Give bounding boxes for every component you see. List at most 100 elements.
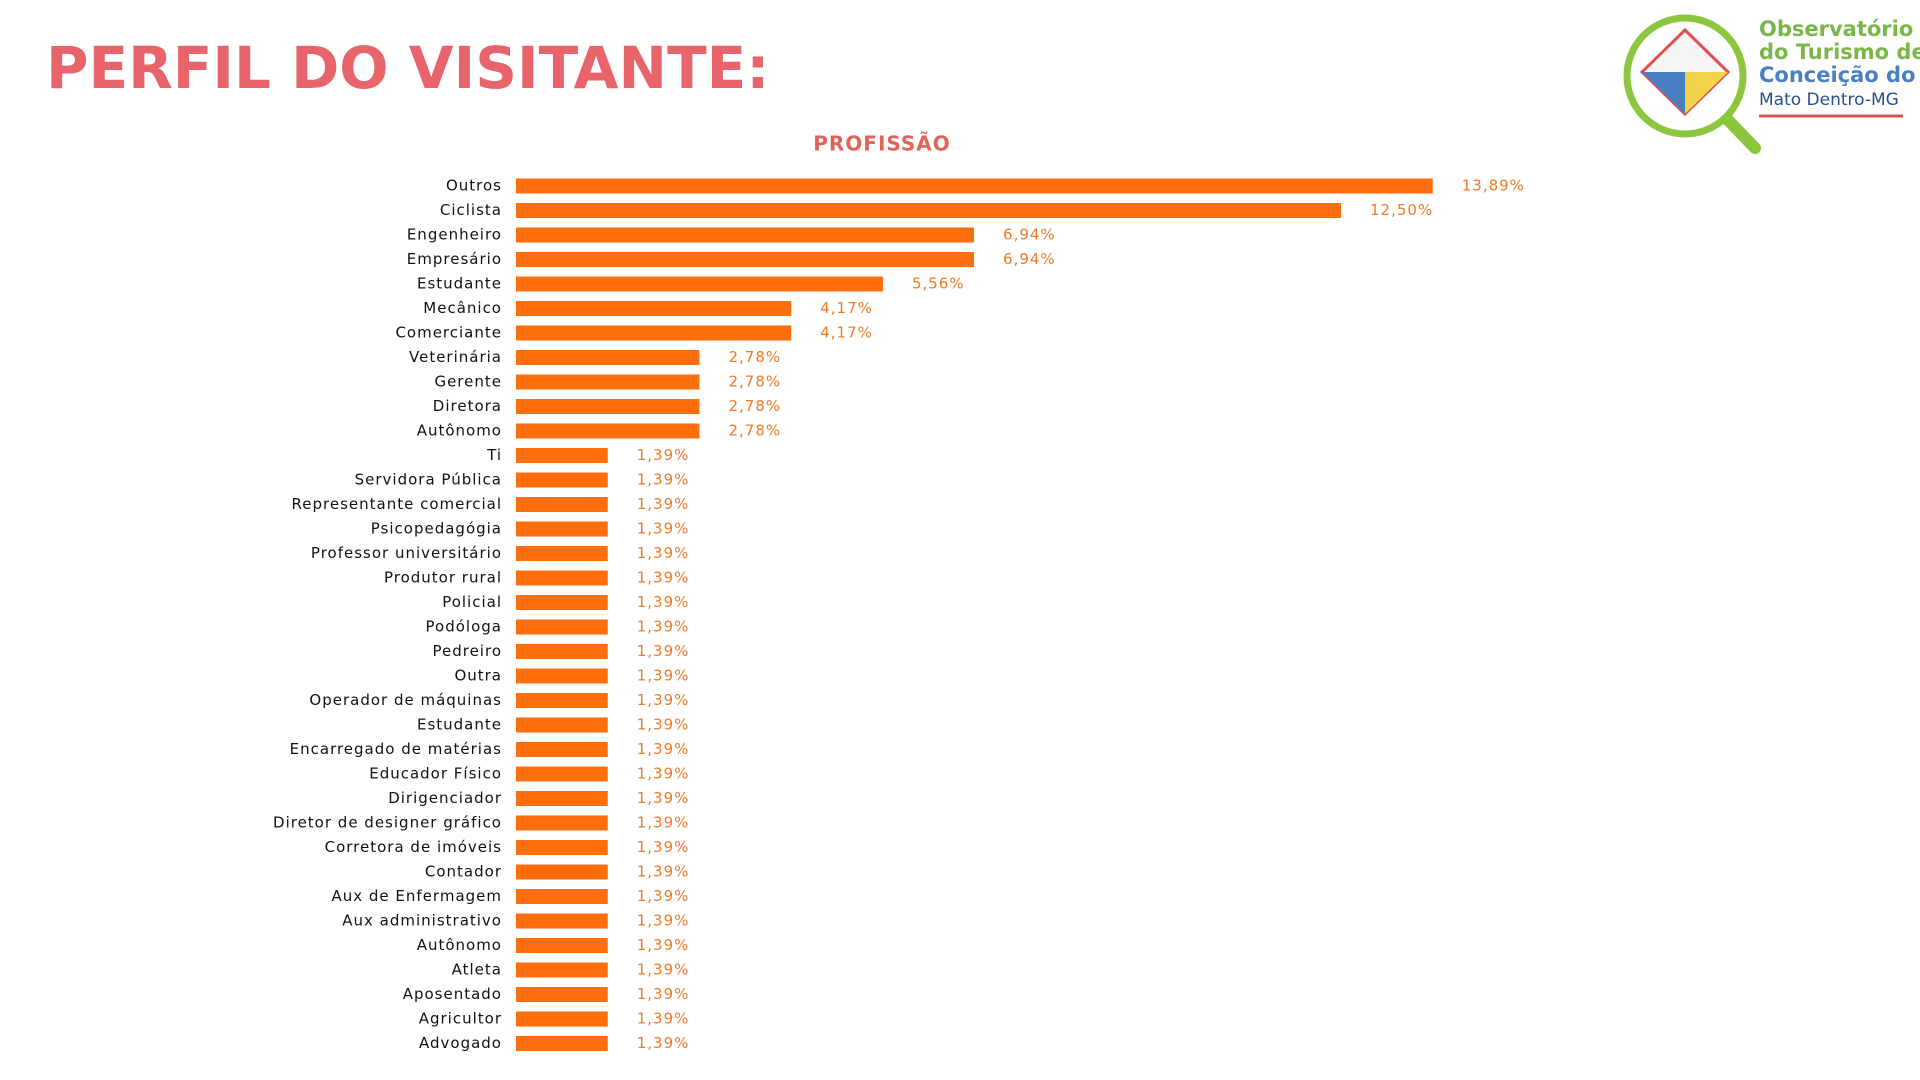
logo-ring xyxy=(1623,14,1747,138)
value-label: 1,39% xyxy=(637,765,690,783)
category-label: Encarregado de matérias xyxy=(290,740,502,758)
category-label: Atleta xyxy=(452,961,502,979)
bar xyxy=(516,913,608,929)
value-label: 6,94% xyxy=(1003,226,1056,244)
bar xyxy=(516,570,608,586)
value-label: 1,39% xyxy=(637,789,690,807)
value-label: 2,78% xyxy=(728,373,781,391)
value-label: 5,56% xyxy=(912,275,965,293)
bar xyxy=(516,178,1433,194)
bar xyxy=(516,301,792,316)
bar xyxy=(516,693,608,708)
category-label: Empresário xyxy=(407,250,502,268)
category-label: Pedreiro xyxy=(432,642,502,660)
value-label: 12,50% xyxy=(1370,201,1433,219)
category-label: Podóloga xyxy=(426,618,502,636)
category-label: Diretor de designer gráfico xyxy=(273,814,502,832)
category-label: Engenheiro xyxy=(407,226,502,244)
logo-text: Mato Dentro-MG xyxy=(1759,90,1899,110)
bar xyxy=(516,766,608,782)
value-label: 1,39% xyxy=(637,838,690,856)
value-label: 13,89% xyxy=(1462,177,1525,195)
bar xyxy=(516,938,608,953)
category-label: Corretora de imóveis xyxy=(325,838,502,856)
value-label: 1,39% xyxy=(637,887,690,905)
bar xyxy=(516,1036,608,1051)
bar xyxy=(516,497,608,512)
value-label: 1,39% xyxy=(637,912,690,930)
category-label: Dirigenciador xyxy=(388,789,502,807)
bar xyxy=(516,521,608,537)
value-label: 1,39% xyxy=(637,520,690,538)
category-label: Professor universitário xyxy=(311,544,502,562)
value-label: 1,39% xyxy=(637,642,690,660)
value-label: 1,39% xyxy=(637,961,690,979)
value-label: 2,78% xyxy=(728,348,781,366)
logo-text: Observatório xyxy=(1759,17,1913,41)
bar xyxy=(516,840,608,855)
category-label: Operador de máquinas xyxy=(309,691,502,709)
value-label: 1,39% xyxy=(637,740,690,758)
value-label: 1,39% xyxy=(637,544,690,562)
category-label: Produtor rural xyxy=(384,569,502,587)
value-label: 1,39% xyxy=(637,569,690,587)
bar xyxy=(516,668,608,684)
bar xyxy=(516,374,700,390)
value-label: 1,39% xyxy=(637,618,690,636)
value-label: 1,39% xyxy=(637,593,690,611)
slide-title: PERFIL DO VISITANTE: xyxy=(46,34,769,102)
category-label: Diretora xyxy=(433,397,502,415)
category-label: Comerciante xyxy=(395,324,502,342)
bar xyxy=(516,742,608,757)
category-label: Autônomo xyxy=(417,936,502,954)
category-label: Estudante xyxy=(417,275,502,293)
value-label: 4,17% xyxy=(820,324,873,342)
bar xyxy=(516,472,608,488)
bar xyxy=(516,350,700,365)
value-label: 1,39% xyxy=(637,1010,690,1028)
logo-text: Conceição do xyxy=(1759,63,1916,87)
chart-title: PROFISSÃO xyxy=(813,132,951,156)
bar xyxy=(516,962,608,978)
category-label: Agricultor xyxy=(419,1010,502,1028)
category-label: Aux de Enfermagem xyxy=(332,887,503,905)
category-label: Veterinária xyxy=(409,348,502,366)
category-label: Representante comercial xyxy=(292,495,502,513)
category-label: Servidora Pública xyxy=(355,471,502,489)
bar xyxy=(516,889,608,904)
bar xyxy=(516,619,608,635)
bar xyxy=(516,1011,608,1027)
value-label: 1,39% xyxy=(637,716,690,734)
logo-handle xyxy=(1722,114,1761,154)
bar xyxy=(516,987,608,1002)
value-label: 2,78% xyxy=(728,397,781,415)
category-label: Advogado xyxy=(419,1034,502,1052)
value-label: 1,39% xyxy=(637,814,690,832)
category-label: Ti xyxy=(486,446,502,464)
category-label: Gerente xyxy=(434,373,502,391)
value-label: 6,94% xyxy=(1003,250,1056,268)
logo-text: do Turismo de xyxy=(1759,40,1920,64)
bar xyxy=(516,325,792,341)
category-label: Contador xyxy=(425,863,502,881)
logo-shape xyxy=(1685,72,1728,114)
category-label: Autônomo xyxy=(417,422,502,440)
bar xyxy=(516,423,700,439)
bar xyxy=(516,252,975,267)
value-label: 1,39% xyxy=(637,936,690,954)
bar xyxy=(516,644,608,659)
value-label: 1,39% xyxy=(637,863,690,881)
category-label: Outros xyxy=(446,177,502,195)
category-label: Aposentado xyxy=(403,985,502,1003)
category-label: Estudante xyxy=(417,716,502,734)
category-label: Outra xyxy=(454,667,502,685)
logo: Observatório do Turismo de Conceição do … xyxy=(1623,14,1920,154)
bar xyxy=(516,448,608,463)
value-label: 1,39% xyxy=(637,985,690,1003)
category-label: Psicopedagógia xyxy=(371,520,502,538)
value-label: 1,39% xyxy=(637,1034,690,1052)
logo-shape xyxy=(1642,72,1685,114)
category-label: Mecânico xyxy=(423,299,502,317)
